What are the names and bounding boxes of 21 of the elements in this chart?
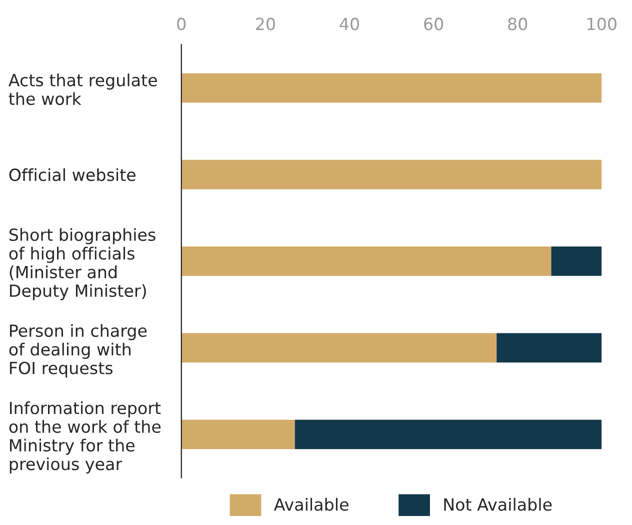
- x-tick-label: 20: [256, 18, 275, 30]
- y-tick-label: Acts that regulate the work: [8, 74, 157, 106]
- bar: [496, 333, 602, 363]
- bar: [551, 246, 602, 276]
- x-tick-label: 100: [588, 18, 616, 30]
- legend-label: Available: [274, 498, 348, 511]
- x-tick-label: 60: [424, 18, 444, 30]
- y-tick-label: Short biographies of high officials (Minister and Deputy Minister): [9, 228, 156, 300]
- bar: [294, 420, 602, 450]
- y-tick-label: Person in charge of dealing with FOI requests: [9, 324, 147, 378]
- legend-label: Not Available: [444, 498, 552, 511]
- x-tick-label: 40: [340, 18, 359, 30]
- x-tick-label: 0: [177, 18, 186, 30]
- y-tick-label: Information report on the work of the Ministry for the previous year: [9, 401, 161, 474]
- bar: [181, 333, 497, 363]
- bar: [181, 160, 602, 190]
- x-tick-label: 80: [508, 18, 528, 30]
- y-tick-label: Official website: [9, 168, 136, 182]
- bar: [181, 420, 295, 450]
- bar: [181, 73, 602, 103]
- bar: [181, 246, 552, 276]
